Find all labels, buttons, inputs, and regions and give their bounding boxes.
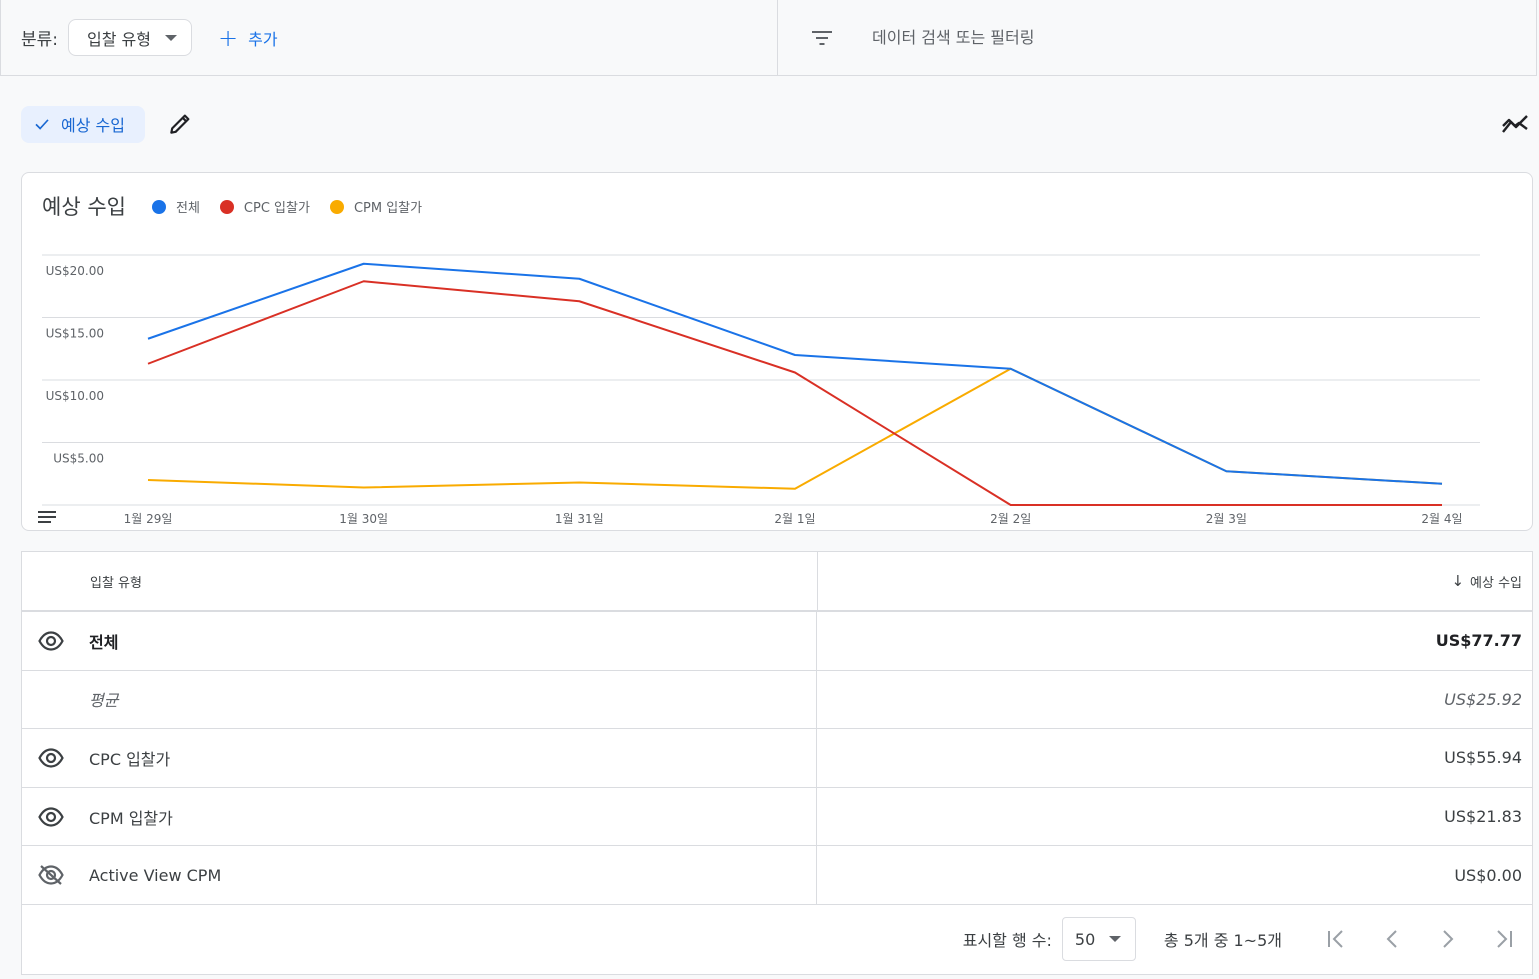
legend-item-total[interactable]: 전체: [152, 197, 200, 216]
cell-bid-type: CPM 입찰가: [22, 787, 817, 846]
dropdown-caret-icon: [164, 34, 177, 41]
legend-dot-cpc: [219, 199, 234, 214]
column-header-revenue[interactable]: ↓ 예상 수입: [818, 552, 1532, 610]
cell-bid-type: CPC 입찰가: [22, 729, 817, 787]
last-page-icon: [1497, 930, 1512, 948]
x-tick-label: 2월 2일: [990, 512, 1031, 526]
legend-dot-total: [152, 199, 166, 214]
legend-label-total: 전체: [176, 201, 200, 216]
series-line-1: [147, 280, 1442, 506]
dropdown-caret-icon: [1109, 936, 1122, 942]
column-header-bid-type[interactable]: 입찰 유형: [22, 552, 818, 610]
row-value: US$55.94: [1444, 748, 1522, 768]
series-line-2: [147, 367, 1443, 490]
legend-item-cpm[interactable]: CPM 입찰가: [329, 197, 423, 216]
compare-trend-icon[interactable]: [1501, 110, 1529, 138]
legend-item-cpc[interactable]: CPC 입찰가: [219, 197, 310, 216]
filter-section: [778, 0, 1536, 75]
row-value: US$77.77: [1435, 631, 1522, 651]
x-tick-label: 2월 1일: [774, 512, 815, 526]
data-table: 입찰 유형 ↓ 예상 수입 전체 US$77.77 평균 US$25.92: [21, 551, 1533, 975]
group-by-section: 분류: 입찰 유형 + 추가: [1, 0, 778, 75]
series-line-0: [147, 262, 1443, 485]
last-page-button[interactable]: [1490, 925, 1518, 953]
table-row-total: 전체 US$77.77: [22, 612, 1532, 671]
add-dimension-button[interactable]: + 추가: [218, 26, 278, 50]
row-value: US$21.83: [1444, 807, 1522, 827]
column-header-revenue-label: 예상 수입: [1470, 575, 1522, 591]
row-label: Active View CPM: [89, 865, 222, 885]
pagination-range: 총 5개 중 1~5개: [1163, 931, 1282, 950]
chart-legend: 전체 CPC 입찰가 CPM 입찰가: [152, 197, 442, 216]
table-row-cpc: CPC 입찰가 US$55.94: [22, 729, 1532, 788]
table-row-cpm: CPM 입찰가 US$21.83: [22, 787, 1532, 847]
rows-per-page-select[interactable]: 50: [1061, 917, 1136, 961]
x-tick-label: 1월 30일: [339, 512, 388, 526]
check-icon: [35, 119, 49, 130]
eye-icon[interactable]: [38, 748, 64, 768]
legend-label-cpm: CPM 입찰가: [353, 201, 423, 216]
row-label: CPM 입찰가: [89, 808, 173, 828]
y-tick-label: US$5.00: [53, 452, 104, 466]
eye-off-icon[interactable]: [38, 865, 64, 885]
table-row-average: 평균 US$25.92: [22, 670, 1532, 730]
group-by-label: 분류:: [21, 30, 59, 50]
filter-icon[interactable]: [810, 26, 834, 50]
table-row-active-view-cpm: Active View CPM US$0.00: [22, 846, 1532, 905]
eye-icon[interactable]: [38, 806, 64, 827]
row-label: 전체: [89, 632, 119, 652]
cell-bid-type: 전체: [22, 612, 817, 670]
group-by-select[interactable]: 입찰 유형: [68, 19, 192, 56]
line-chart: US$5.00 US$10.00 US$15.00 US$20.00 1월 29일 1월 …: [42, 254, 1480, 526]
rows-per-page-label: 표시할 행 수:: [962, 931, 1052, 950]
group-by-value: 입찰 유형: [87, 29, 151, 49]
cell-bid-type: Active View CPM: [22, 846, 817, 904]
rows-per-page-value: 50: [1074, 929, 1096, 949]
top-toolbar: 분류: 입찰 유형 + 추가: [0, 0, 1537, 76]
x-tick-label: 1월 29일: [124, 512, 173, 526]
pagination-bar: 표시할 행 수: 50 총 5개 중 1~5개: [22, 904, 1532, 974]
legend-label-cpc: CPC 입찰가: [243, 201, 310, 216]
metric-chip-row: 예상 수입: [21, 105, 193, 143]
legend-dot-cpm: [329, 199, 344, 214]
chart-table-toggle-icon[interactable]: [37, 509, 57, 525]
chart-title: 예상 수입: [42, 195, 126, 219]
y-tick-label: US$15.00: [46, 327, 104, 341]
row-label: 평균: [89, 691, 119, 711]
y-tick-label: US$20.00: [46, 264, 104, 278]
row-value: US$0.00: [1454, 865, 1522, 885]
y-tick-label: US$10.00: [46, 389, 104, 403]
pencil-icon[interactable]: [167, 111, 193, 137]
eye-icon[interactable]: [38, 631, 64, 651]
x-tick-label: 2월 3일: [1206, 512, 1247, 526]
metric-chip-estimated-revenue[interactable]: 예상 수입: [21, 105, 145, 143]
metric-chip-label: 예상 수입: [61, 116, 125, 135]
chevron-right-icon: [1443, 930, 1454, 948]
chevron-left-icon: [1386, 930, 1397, 948]
row-label: CPC 입찰가: [89, 749, 171, 769]
x-tick-label: 1월 31일: [555, 512, 604, 526]
table-header: 입찰 유형 ↓ 예상 수입: [22, 552, 1532, 612]
add-dimension-label: 추가: [248, 29, 278, 49]
chart-card: 예상 수입 전체 CPC 입찰가 CPM 입찰가 US$5.00 US$10.00…: [21, 172, 1533, 531]
x-tick-label: 2월 4일: [1421, 512, 1462, 526]
row-value: US$25.92: [1444, 689, 1522, 709]
column-header-bid-type-label: 입찰 유형: [90, 575, 142, 591]
search-filter-input[interactable]: [872, 28, 1372, 47]
first-page-icon: [1328, 930, 1343, 948]
cell-bid-type: 평균: [22, 670, 817, 729]
first-page-button[interactable]: [1322, 925, 1350, 953]
sort-descending-icon: ↓: [1451, 572, 1465, 590]
previous-page-button[interactable]: [1378, 925, 1406, 953]
plus-icon: +: [217, 23, 239, 52]
next-page-button[interactable]: [1434, 925, 1462, 953]
